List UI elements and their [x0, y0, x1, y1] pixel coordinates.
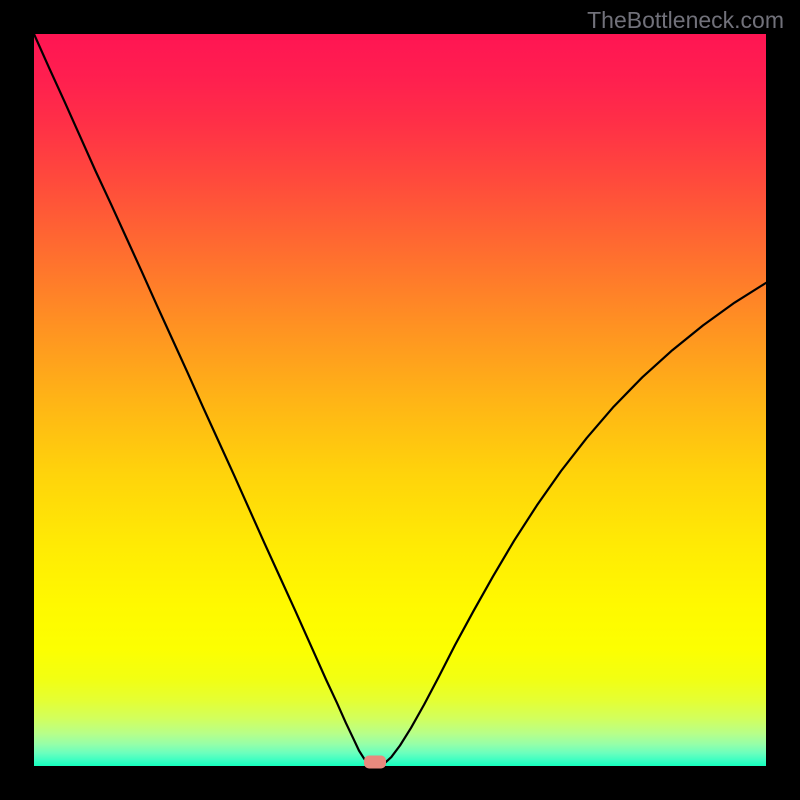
minimum-marker [364, 756, 386, 769]
watermark-text: TheBottleneck.com [587, 7, 784, 34]
chart-border-right [766, 0, 800, 800]
bottleneck-curve [34, 34, 766, 766]
chart-border-bottom [0, 766, 800, 800]
plot-area [34, 34, 766, 766]
chart-border-left [0, 0, 34, 800]
bottleneck-chart: TheBottleneck.com [0, 0, 800, 800]
